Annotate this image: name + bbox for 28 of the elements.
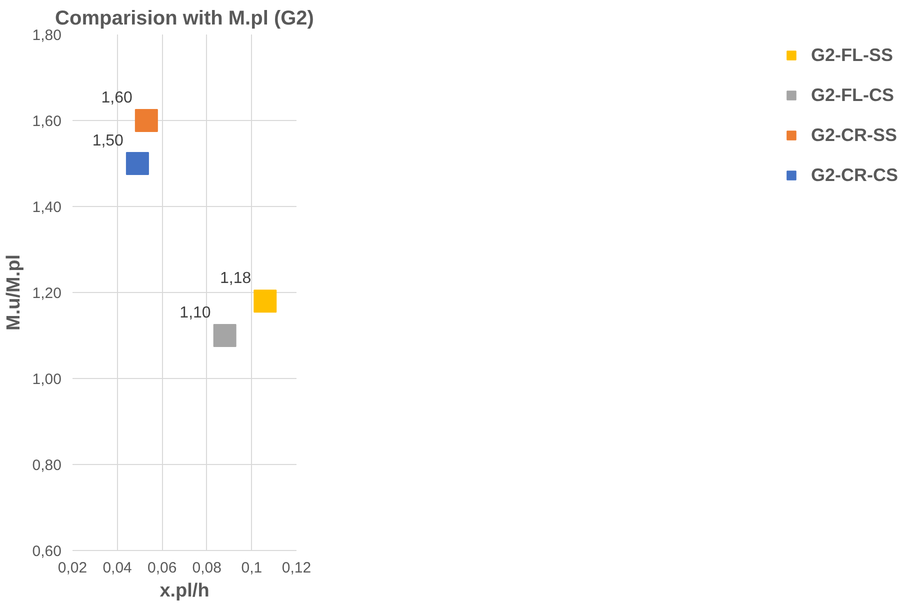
point [213, 324, 236, 347]
point [254, 290, 277, 313]
y-tick-label: 1,60 [32, 113, 62, 130]
legend-label: G2-FL-SS [810, 44, 893, 66]
y-tick-label: 0,80 [32, 457, 62, 474]
legend-label: G2-CR-SS [810, 124, 897, 146]
legend-label: G2-FL-CS [810, 84, 894, 106]
x-axis-title: x.pl/h [160, 580, 210, 602]
point [134, 109, 158, 132]
x-tick-label: 0,02 [58, 560, 88, 576]
x-tick-label: 0,06 [148, 560, 177, 576]
y-tick-label: 1,00 [32, 371, 62, 388]
point [126, 152, 149, 175]
data-label: 1,10 [180, 304, 211, 322]
y-tick-label: 1,20 [32, 285, 62, 302]
data-label: 1,60 [101, 90, 133, 106]
x-tick-label: 0,12 [282, 560, 312, 576]
y-tick-label: 1,80 [32, 27, 62, 44]
data-label: 1,18 [220, 270, 252, 288]
y-axis-title: M.u/M.pl [3, 254, 24, 330]
legend-label: G2-CR-CS [810, 164, 898, 186]
x-tick-label: 0,08 [192, 560, 222, 576]
data-label: 1,50 [92, 132, 124, 150]
x-tick-label: 0,04 [102, 560, 132, 576]
x-tick-label: 0,1 [241, 560, 262, 576]
chart-title: Comparision with M.pl (G2) [55, 8, 314, 30]
y-tick-label: 1,40 [32, 199, 62, 216]
y-tick-label: 0,60 [32, 543, 62, 560]
